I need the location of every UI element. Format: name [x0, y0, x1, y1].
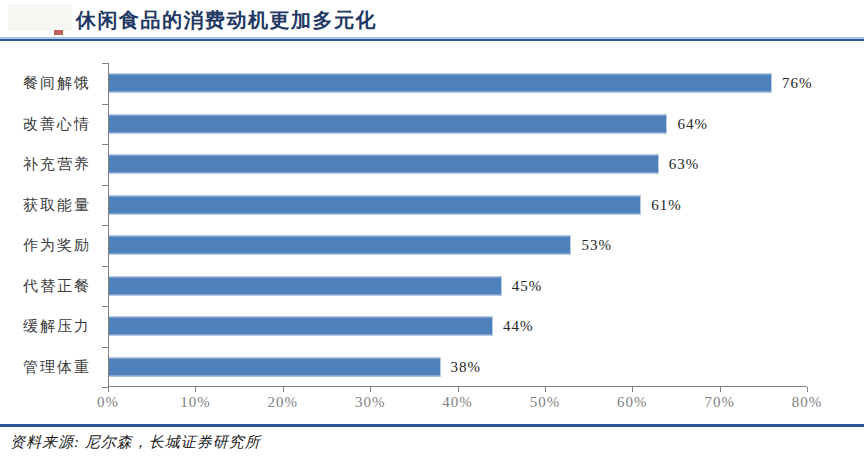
bar-value-label: 38% — [451, 358, 482, 375]
y-axis-tick — [102, 225, 108, 226]
title-divider — [0, 37, 864, 41]
bar-缓解压力 — [109, 317, 493, 336]
x-axis-tick — [545, 387, 546, 392]
x-axis-tick — [195, 387, 196, 392]
erased-figure-label — [8, 4, 72, 31]
plot-area: 76% 64% 63% 61% 53% 45% 44% 38% — [108, 63, 807, 387]
y-axis-tick — [102, 104, 108, 105]
category-axis: 餐间解饿改善心情补充营养获取能量作为奖励代替正餐缓解压力管理体重 — [0, 63, 91, 387]
y-axis-tick — [102, 144, 108, 145]
y-axis-tick — [102, 266, 108, 267]
x-tick-label: 70% — [690, 394, 750, 411]
category-label: 餐间解饿 — [0, 63, 91, 104]
bar-补充营养 — [109, 155, 659, 174]
bar-row: 45% — [109, 266, 807, 307]
bar-row: 53% — [109, 225, 807, 266]
category-label: 补充营养 — [0, 144, 91, 185]
category-label: 改善心情 — [0, 104, 91, 145]
category-label: 管理体重 — [0, 347, 91, 388]
x-tick-label: 30% — [340, 394, 400, 411]
bar-改善心情 — [109, 114, 667, 133]
bar-获取能量 — [109, 195, 641, 214]
x-axis-tick — [108, 387, 109, 392]
x-tick-label: 80% — [777, 394, 837, 411]
y-axis-tick — [102, 63, 108, 64]
bar-row: 64% — [109, 104, 807, 145]
bar-value-label: 76% — [782, 75, 813, 92]
source-note: 资料来源: 尼尔森，长城证券研究所 — [10, 433, 261, 452]
x-axis-tick — [370, 387, 371, 392]
bar-餐间解饿 — [109, 74, 772, 93]
bar-row: 76% — [109, 63, 807, 104]
title-divider-dark-line — [0, 39, 864, 41]
x-tick-label: 50% — [515, 394, 575, 411]
bar-chart: 餐间解饿改善心情补充营养获取能量作为奖励代替正餐缓解压力管理体重 76% 64% 6… — [0, 63, 864, 387]
y-axis-tick — [102, 347, 108, 348]
x-tick-label: 0% — [78, 394, 138, 411]
bar-row: 61% — [109, 185, 807, 226]
x-axis-tick — [720, 387, 721, 392]
bar-value-label: 61% — [651, 196, 682, 213]
bar-row: 63% — [109, 144, 807, 185]
bar-作为奖励 — [109, 236, 571, 255]
bar-value-label: 64% — [677, 115, 708, 132]
category-label: 代替正餐 — [0, 266, 91, 307]
x-axis-tick — [807, 387, 808, 392]
x-tick-label: 10% — [165, 394, 225, 411]
x-axis-tick — [632, 387, 633, 392]
report-figure-page: 休闲食品的消费动机更加多元化 餐间解饿改善心情补充营养获取能量作为奖励代替正餐缓… — [0, 0, 864, 464]
y-axis-tick — [102, 185, 108, 186]
bar-value-label: 45% — [512, 277, 543, 294]
footer-divider — [0, 424, 864, 427]
bar-value-label: 44% — [503, 318, 534, 335]
x-axis-tick — [458, 387, 459, 392]
y-axis-tick — [102, 306, 108, 307]
x-tick-label: 40% — [428, 394, 488, 411]
category-label: 作为奖励 — [0, 225, 91, 266]
bar-value-label: 53% — [581, 237, 612, 254]
bar-代替正餐 — [109, 276, 502, 295]
x-axis-tick — [283, 387, 284, 392]
chart-title: 休闲食品的消费动机更加多元化 — [76, 7, 377, 34]
x-tick-label: 20% — [253, 394, 313, 411]
bar-row: 44% — [109, 306, 807, 347]
category-label: 缓解压力 — [0, 306, 91, 347]
bar-row: 38% — [109, 347, 807, 388]
x-tick-label: 60% — [602, 394, 662, 411]
category-label: 获取能量 — [0, 185, 91, 226]
bar-value-label: 63% — [669, 156, 700, 173]
bar-管理体重 — [109, 357, 441, 376]
logo-artifact — [54, 30, 63, 35]
